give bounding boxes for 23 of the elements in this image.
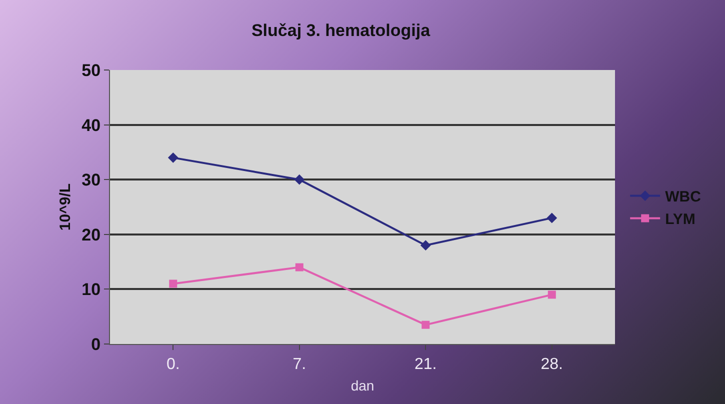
y-tick-label: 0 <box>91 334 101 354</box>
y-tick-label: 20 <box>82 225 101 244</box>
point <box>168 152 178 163</box>
point <box>548 290 556 299</box>
y-tick-label: 10 <box>82 280 101 300</box>
point <box>294 174 305 185</box>
point <box>169 280 178 288</box>
y-tick-label: 40 <box>82 116 101 135</box>
legend-label: LYM <box>665 211 696 228</box>
x-tick-label: 7. <box>292 356 306 374</box>
y-tick-label: 30 <box>82 170 101 190</box>
legend-label: WBC <box>665 188 702 206</box>
y-tick-label: 50 <box>82 60 101 80</box>
x-tick-label: 0. <box>166 356 180 374</box>
point <box>295 263 304 272</box>
x-tick-label: 21. <box>414 356 437 374</box>
y-axis-title: 10^9/L <box>57 183 74 231</box>
chart-title: Slučaj 3. hematologija <box>251 21 431 40</box>
point <box>422 320 430 329</box>
x-tick-label: 28. <box>540 356 564 374</box>
point <box>546 212 558 224</box>
point <box>420 240 431 251</box>
x-axis-title: dan <box>350 378 374 394</box>
